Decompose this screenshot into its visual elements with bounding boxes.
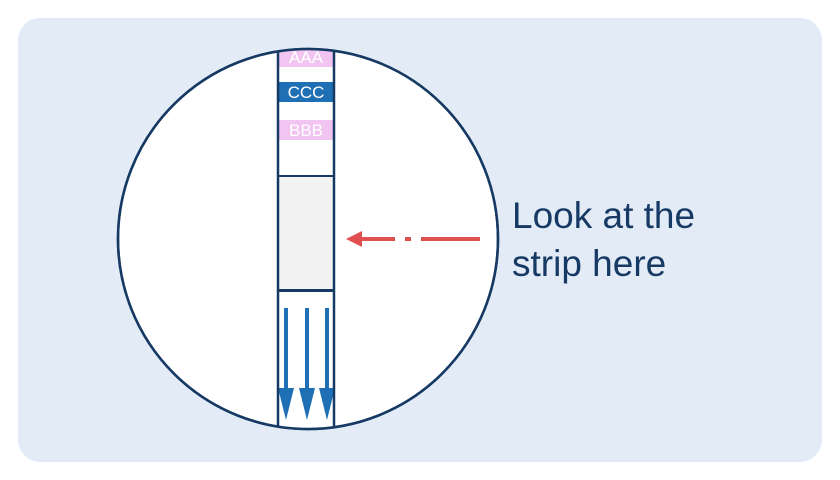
test-strip: AAA CCC BBB: [276, 48, 336, 429]
strip-band-aaa: AAA: [279, 48, 333, 67]
band-label: AAA: [289, 48, 324, 67]
strip-band-ccc: CCC: [279, 82, 333, 102]
strip-band-bbb: BBB: [279, 120, 333, 140]
band-label: BBB: [289, 121, 323, 140]
down-arrow-icon: [278, 308, 294, 420]
caption: Look at the strip here: [512, 192, 812, 288]
result-window: [277, 175, 335, 291]
down-arrow-icon: [319, 308, 335, 420]
caption-line-2: strip here: [512, 243, 667, 284]
caption-line-1: Look at the: [512, 195, 696, 236]
down-arrow-icon: [299, 308, 315, 420]
band-label: CCC: [288, 83, 325, 102]
dash-dot-arrow-left-icon: [346, 231, 480, 247]
